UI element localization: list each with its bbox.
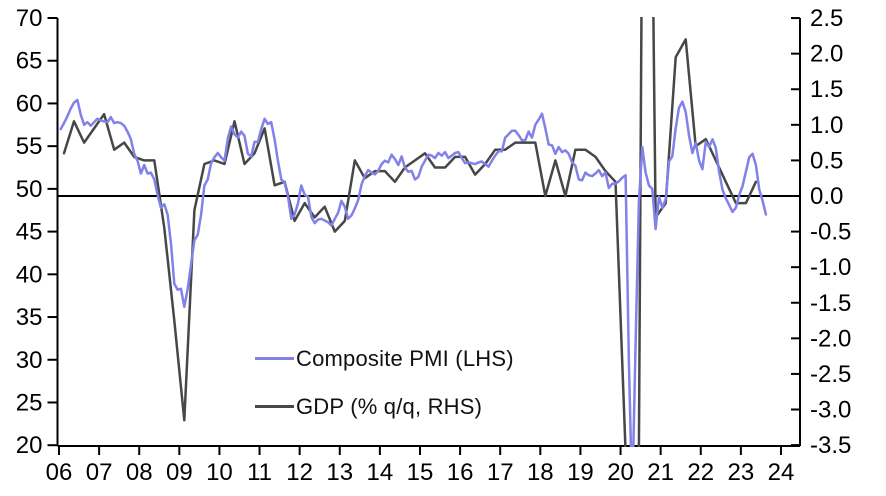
x-axis-tick-label: 15	[407, 459, 434, 486]
left-axis-tick-label: 20	[16, 432, 43, 459]
x-axis-tick-label: 18	[527, 459, 554, 486]
x-axis-tick-label: 06	[46, 459, 73, 486]
right-axis-tick-label: -3.0	[810, 397, 851, 424]
x-axis-tick-label: 22	[687, 459, 714, 486]
left-axis-tick-label: 70	[16, 5, 43, 32]
x-axis-tick-label: 12	[286, 459, 313, 486]
x-axis-tick-label: 10	[206, 459, 233, 486]
x-axis-tick-label: 24	[768, 459, 795, 486]
x-axis-tick-label: 19	[567, 459, 594, 486]
left-axis-ticks: 70 65 60 55 50 45 40 35 30 25 20	[16, 5, 58, 459]
x-axis-tick-label: 16	[447, 459, 474, 486]
chart-legend: Composite PMI (LHS) GDP (% q/q, RHS)	[255, 341, 514, 424]
x-axis-tick-label: 14	[367, 459, 394, 486]
x-axis-tick-label: 23	[728, 459, 755, 486]
x-axis-tick-label: 17	[487, 459, 514, 486]
left-axis-tick-label: 40	[16, 261, 43, 288]
legend-label-gdp: GDP (% q/q, RHS)	[296, 393, 483, 419]
x-axis-ticks: 06 07 08 09 10 11 12 13 14 15 16 17 18 19 20 21 22 23 24	[46, 446, 795, 486]
pmi-line	[59, 98, 768, 447]
x-axis-tick-label: 20	[607, 459, 634, 486]
right-axis-tick-label: -2.5	[810, 361, 851, 388]
left-axis-tick-label: 45	[16, 219, 43, 246]
x-axis-tick-label: 08	[126, 459, 153, 486]
left-axis-tick-label: 35	[16, 304, 43, 331]
gdp-line-swatch	[255, 405, 294, 408]
legend-item-gdp: GDP (% q/q, RHS)	[255, 389, 514, 424]
x-axis-tick-label: 21	[647, 459, 674, 486]
legend-item-composite-pmi: Composite PMI (LHS)	[255, 341, 514, 376]
x-axis-tick-label: 09	[166, 459, 193, 486]
x-axis-tick-label: 13	[326, 459, 353, 486]
right-axis-tick-label: 2.0	[810, 41, 843, 68]
right-axis-tick-label: -3.5	[810, 432, 851, 459]
right-axis-ticks: 2.5 2.0 1.5 1.0 0.5 0.0 -0.5 -1.0 -1.5 -2.0 -2.5 -3…	[791, 5, 851, 459]
right-axis-tick-label: 0.0	[810, 183, 843, 210]
left-axis-tick-label: 60	[16, 90, 43, 117]
left-axis-tick-label: 55	[16, 133, 43, 160]
x-axis-tick-label: 11	[247, 459, 272, 486]
pmi-line-swatch	[255, 357, 294, 360]
right-axis-tick-label: 1.5	[810, 76, 843, 103]
right-axis-tick-label: 1.0	[810, 112, 843, 139]
legend-label-composite-pmi: Composite PMI (LHS)	[296, 345, 514, 371]
right-axis-tick-label: -1.0	[810, 254, 851, 281]
left-axis-tick-label: 65	[16, 48, 43, 75]
right-axis-tick-label: 2.5	[810, 5, 843, 32]
right-axis-tick-label: -2.0	[810, 325, 851, 352]
right-axis-tick-label: -1.5	[810, 290, 851, 317]
right-axis-tick-label: 0.5	[810, 147, 843, 174]
left-axis-tick-label: 25	[16, 389, 43, 416]
x-axis-tick-label: 07	[86, 459, 113, 486]
right-axis-tick-label: -0.5	[810, 219, 851, 246]
left-axis-tick-label: 30	[16, 347, 43, 374]
left-axis-tick-label: 50	[16, 176, 43, 203]
